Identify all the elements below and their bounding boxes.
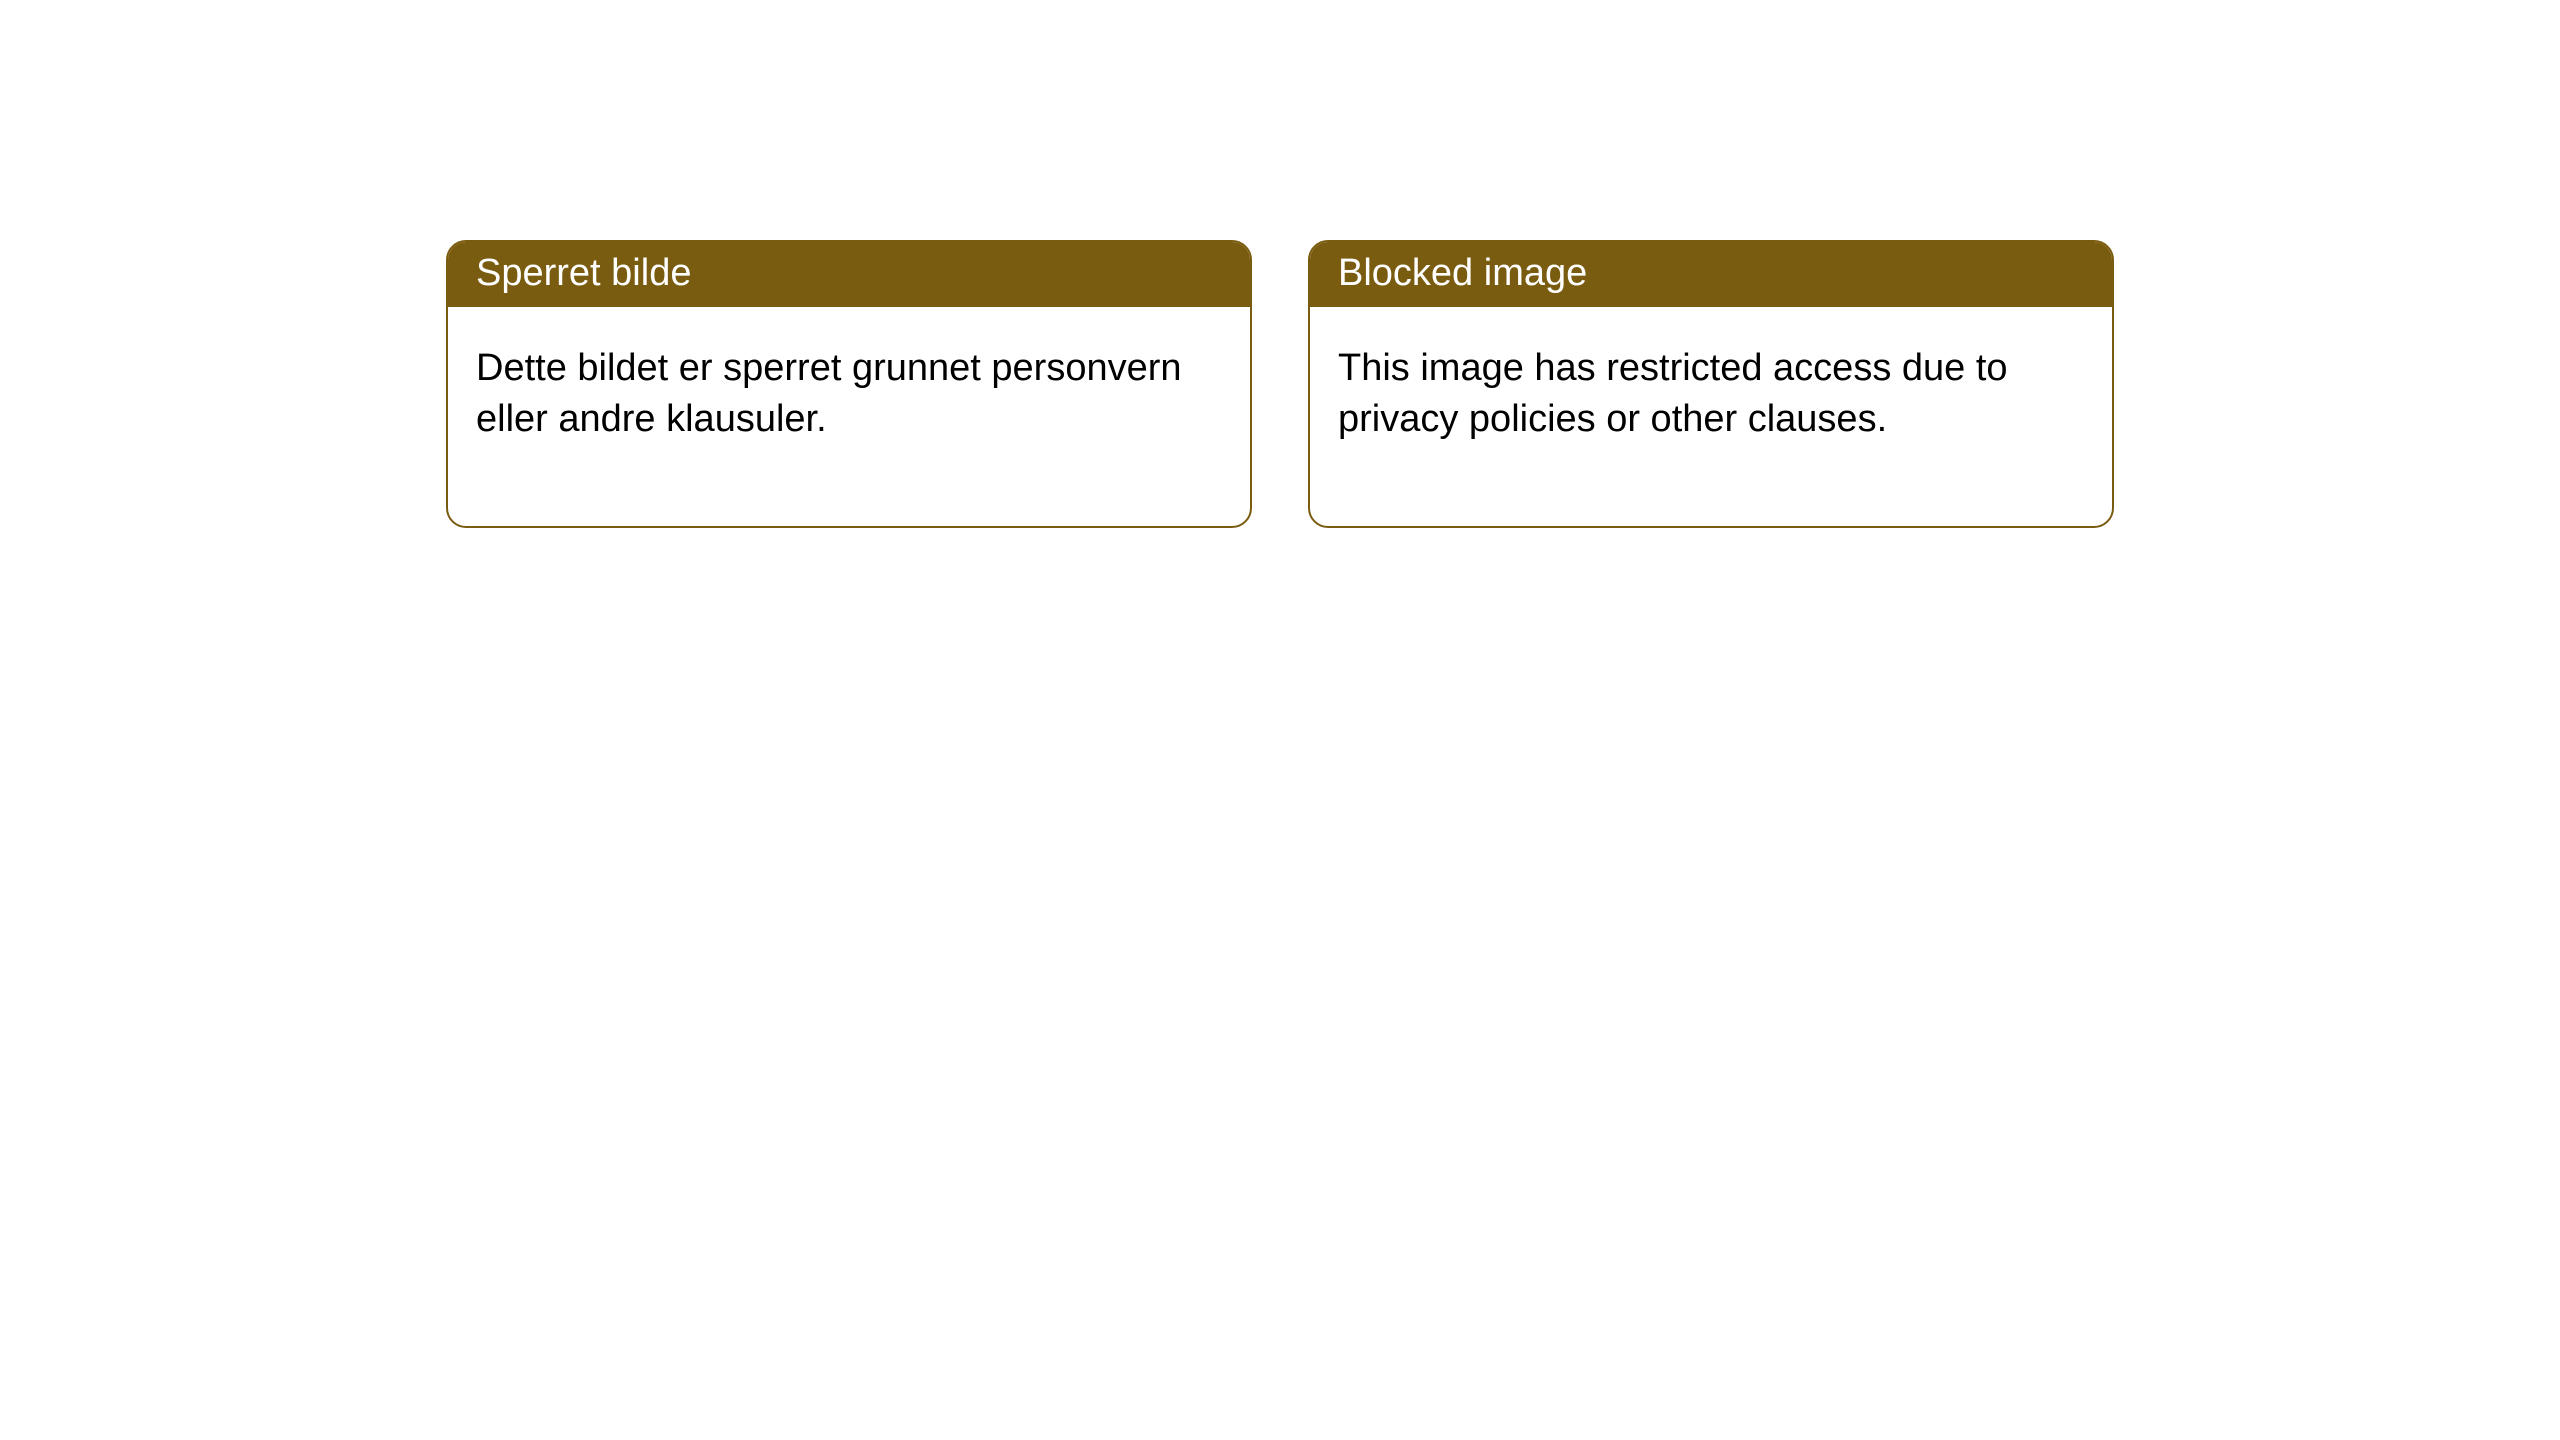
card-body: Dette bildet er sperret grunnet personve… bbox=[448, 307, 1250, 526]
blocked-image-card-en: Blocked image This image has restricted … bbox=[1308, 240, 2114, 528]
card-container: Sperret bilde Dette bildet er sperret gr… bbox=[0, 0, 2560, 528]
card-text: This image has restricted access due to … bbox=[1338, 343, 2084, 446]
blocked-image-card-no: Sperret bilde Dette bildet er sperret gr… bbox=[446, 240, 1252, 528]
card-title: Sperret bilde bbox=[476, 252, 691, 294]
card-header: Blocked image bbox=[1310, 242, 2112, 307]
card-text: Dette bildet er sperret grunnet personve… bbox=[476, 343, 1222, 446]
card-header: Sperret bilde bbox=[448, 242, 1250, 307]
card-title: Blocked image bbox=[1338, 252, 1587, 294]
card-body: This image has restricted access due to … bbox=[1310, 307, 2112, 526]
